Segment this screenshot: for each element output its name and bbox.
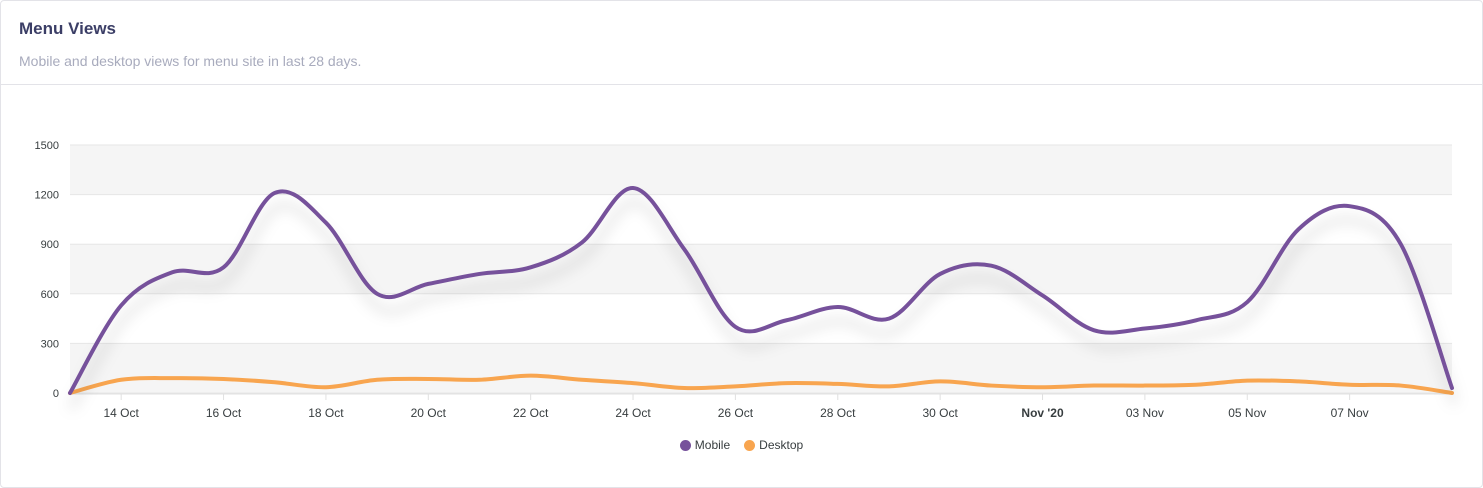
y-tick-label: 600 bbox=[41, 289, 59, 301]
x-tick-label: 20 Oct bbox=[411, 406, 447, 420]
grid-band bbox=[70, 244, 1452, 294]
y-axis: 0 300 600 900 1200 1500 bbox=[35, 140, 59, 400]
y-tick-label: 1500 bbox=[35, 140, 59, 152]
card-subtitle: Mobile and desktop views for menu site i… bbox=[19, 53, 362, 69]
series-lines bbox=[68, 185, 1454, 395]
x-tick-label: 30 Oct bbox=[922, 406, 958, 420]
legend-item-mobile[interactable]: Mobile bbox=[679, 438, 731, 452]
x-tick-label: 14 Oct bbox=[104, 406, 140, 420]
series-line-mobile[interactable] bbox=[68, 185, 1454, 395]
legend-marker-mobile bbox=[679, 439, 691, 451]
grid-band bbox=[70, 145, 1452, 195]
x-tick-label: 26 Oct bbox=[718, 406, 754, 420]
y-tick-label: 300 bbox=[41, 338, 59, 350]
x-tick-label: 22 Oct bbox=[513, 406, 549, 420]
card-header: Menu Views Mobile and desktop views for … bbox=[1, 1, 1482, 85]
grid-lines bbox=[70, 144, 1452, 394]
legend-item-desktop[interactable]: Desktop bbox=[744, 438, 803, 452]
x-tick-label: 03 Nov bbox=[1126, 406, 1164, 420]
grid-bands bbox=[70, 145, 1452, 393]
grid-band bbox=[70, 194, 1452, 245]
x-tick-label: Nov '20 bbox=[1021, 406, 1064, 420]
x-tick-label: 16 Oct bbox=[206, 406, 242, 420]
card-title: Menu Views bbox=[19, 19, 116, 38]
legend-label-desktop: Desktop bbox=[759, 438, 804, 452]
x-tick-label: 05 Nov bbox=[1228, 406, 1266, 420]
legend-marker-desktop bbox=[744, 439, 756, 451]
grid-band bbox=[70, 293, 1452, 344]
x-tick-label: 28 Oct bbox=[820, 406, 856, 420]
series-line-desktop[interactable] bbox=[68, 373, 1454, 395]
x-tick-label: 24 Oct bbox=[615, 406, 651, 420]
legend-label-mobile: Mobile bbox=[694, 438, 731, 452]
x-axis: 14 Oct 16 Oct 18 Oct 20 Oct 22 Oct 24 Oct 26 O… bbox=[70, 393, 1452, 420]
y-tick-label: 900 bbox=[41, 239, 59, 251]
y-tick-label: 1200 bbox=[35, 190, 59, 202]
x-tick-label: 07 Nov bbox=[1331, 406, 1369, 420]
x-tick-label: 18 Oct bbox=[308, 406, 344, 420]
line-chart[interactable]: 0 300 600 900 1200 1500 14 Oct 16 Oct 18 Oct 20 … bbox=[1, 86, 1482, 486]
chart-legend: Mobile Desktop bbox=[1, 438, 1482, 452]
y-tick-label: 0 bbox=[53, 388, 59, 400]
